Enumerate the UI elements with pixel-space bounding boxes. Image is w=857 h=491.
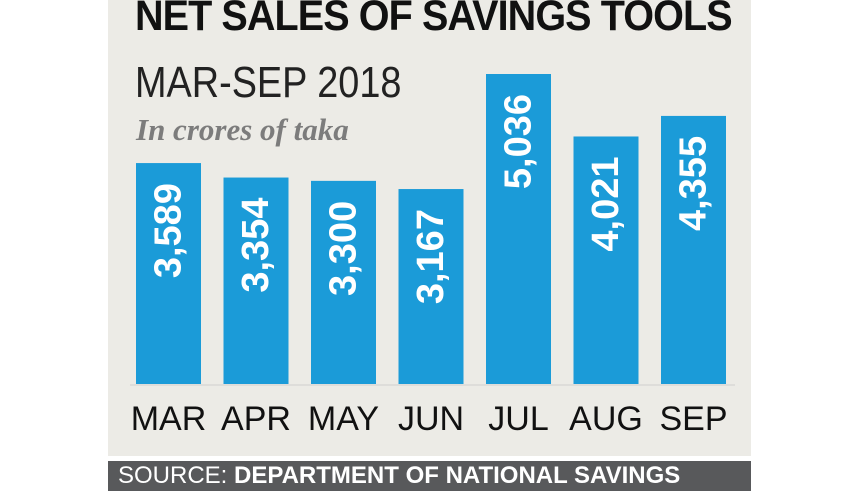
tick-label-may: MAY bbox=[308, 400, 379, 438]
data-label-apr: 3,354 bbox=[235, 198, 277, 293]
tick-label-jul: JUL bbox=[488, 400, 548, 438]
chart-subtitle: MAR-SEP 2018 bbox=[135, 58, 402, 107]
unit-note: In crores of taka bbox=[136, 112, 349, 147]
bar-sep bbox=[661, 115, 726, 385]
tick-label-sep: SEP bbox=[659, 400, 727, 438]
bar-jun bbox=[398, 189, 464, 384]
data-label-aug: 4,021 bbox=[585, 156, 627, 251]
data-label-mar: 3,589 bbox=[148, 183, 190, 278]
tick-label-mar: MAR bbox=[131, 400, 207, 438]
chart-title: NET SALES OF SAVINGS TOOLS bbox=[135, 0, 733, 40]
tick-label-apr: APR bbox=[221, 400, 291, 438]
data-label-jul: 5,036 bbox=[498, 94, 540, 189]
source-label: SOURCE: bbox=[118, 462, 228, 489]
bar-jul bbox=[486, 74, 551, 384]
data-label-may: 3,300 bbox=[323, 201, 365, 296]
bar-mar bbox=[136, 163, 201, 384]
bar-aug bbox=[573, 136, 639, 384]
data-label-sep: 4,355 bbox=[673, 136, 715, 231]
source-name: DEPARTMENT OF NATIONAL SAVINGS bbox=[234, 462, 681, 489]
bar-may bbox=[311, 180, 376, 384]
tick-label-aug: AUG bbox=[569, 400, 643, 438]
tick-label-jun: JUN bbox=[398, 400, 464, 438]
source-footer: SOURCE: DEPARTMENT OF NATIONAL SAVINGS bbox=[108, 461, 751, 491]
bar-apr bbox=[223, 177, 289, 384]
data-label-jun: 3,167 bbox=[410, 209, 452, 304]
